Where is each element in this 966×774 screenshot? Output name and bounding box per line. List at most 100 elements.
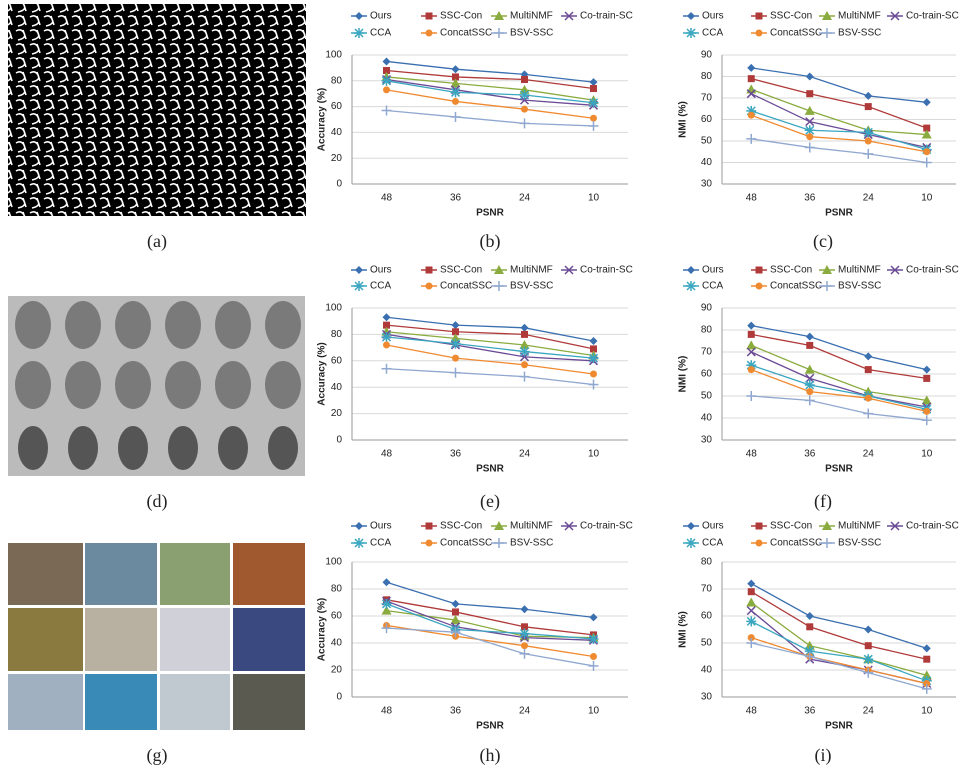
marker-shape (865, 395, 872, 402)
y-tick-label: 70 (701, 584, 713, 595)
legend-label: ConcatSSC (770, 281, 822, 292)
marker-shape (452, 65, 460, 73)
x-tick-label: 24 (863, 449, 875, 460)
marker-shape (355, 522, 363, 530)
marker-shape (756, 13, 763, 20)
x-tick-label: 10 (921, 193, 933, 204)
photos-image (8, 543, 305, 730)
y-tick-label: 60 (331, 611, 343, 622)
data-point (382, 623, 392, 633)
legend-label: Ours (702, 11, 724, 22)
legend-label: MultiNMF (510, 265, 553, 276)
legend-label: CCA (370, 281, 391, 292)
marker-shape (590, 78, 598, 86)
data-point (589, 121, 599, 131)
data-point (865, 366, 872, 373)
marker-shape (865, 138, 872, 145)
panel-label: (f) (814, 491, 832, 512)
legend-label: MultiNMF (838, 11, 881, 22)
marker-shape (865, 642, 872, 649)
panel-label: (g) (147, 745, 168, 766)
panel-label: (b) (480, 231, 501, 252)
data-point (923, 408, 930, 415)
data-point (452, 608, 459, 615)
data-point (864, 352, 872, 360)
marker-shape (521, 324, 529, 332)
mnist-image (8, 4, 306, 216)
marker-shape (426, 283, 433, 290)
legend-marker (354, 281, 364, 291)
marker-shape (806, 388, 813, 395)
data-point (923, 366, 931, 374)
legend-label: Co-train-SC (906, 265, 959, 276)
legend-marker (355, 522, 363, 530)
y-tick-label: 100 (325, 557, 342, 568)
marker-shape (383, 313, 391, 321)
x-tick-label: 48 (381, 449, 393, 460)
x-axis-label: PSNR (476, 721, 505, 732)
legend-label: Ours (370, 265, 392, 276)
series-line (387, 604, 594, 639)
marker-shape (590, 371, 597, 378)
series-line (387, 337, 594, 358)
data-point (863, 127, 873, 137)
marker-shape (590, 613, 598, 621)
y-tick-label: 0 (336, 435, 342, 446)
data-point (452, 355, 459, 362)
data-point (383, 86, 390, 93)
legend-label: SSC-Con (440, 521, 482, 532)
y-tick-label: 60 (331, 101, 343, 112)
legend-marker (426, 13, 433, 20)
legend-marker (756, 523, 763, 530)
marker-shape (806, 73, 814, 81)
marker-shape (590, 337, 598, 345)
legend-label: MultiNMF (510, 11, 553, 22)
x-tick-label: 48 (746, 706, 758, 717)
data-point (923, 644, 931, 652)
marker-shape (756, 267, 763, 274)
legend-label: SSC-Con (770, 521, 812, 532)
data-point (521, 361, 528, 368)
marker-shape (864, 626, 872, 634)
marker-shape (687, 12, 695, 20)
y-tick-label: 70 (701, 93, 713, 104)
y-tick-label: 80 (331, 329, 343, 340)
data-point (383, 313, 391, 321)
legend-marker (494, 281, 504, 291)
marker-shape (748, 366, 755, 373)
marker-shape (746, 84, 756, 93)
marker-shape (687, 522, 695, 530)
y-axis-label: Accuracy (%) (317, 88, 328, 151)
y-tick-label: 30 (701, 692, 713, 703)
legend-label: SSC-Con (440, 265, 482, 276)
series-line (751, 643, 927, 689)
marker-shape (748, 112, 755, 119)
marker-shape (864, 92, 872, 100)
data-point (383, 341, 390, 348)
y-tick-label: 40 (331, 382, 343, 393)
marker-shape (383, 341, 390, 348)
marker-shape (923, 644, 931, 652)
data-point (746, 391, 756, 401)
marker-shape (747, 322, 755, 330)
marker-shape (383, 578, 391, 586)
y-tick-label: 30 (701, 179, 713, 190)
data-point (382, 332, 392, 342)
data-point (520, 347, 530, 357)
data-point (383, 57, 391, 65)
data-point (806, 73, 814, 81)
legend-label: CCA (702, 281, 723, 292)
x-tick-label: 24 (863, 706, 875, 717)
y-tick-label: 80 (701, 71, 713, 82)
x-axis-label: PSNR (825, 208, 854, 219)
data-point (451, 368, 461, 378)
series-line (751, 111, 927, 150)
marker-shape (355, 266, 363, 274)
x-tick-label: 10 (921, 706, 933, 717)
y-tick-label: 20 (331, 153, 343, 164)
data-point (747, 322, 755, 330)
data-point (590, 85, 597, 92)
legend-label: CCA (370, 28, 391, 39)
data-point (806, 333, 814, 341)
y-axis-label: NMI (%) (678, 611, 689, 648)
